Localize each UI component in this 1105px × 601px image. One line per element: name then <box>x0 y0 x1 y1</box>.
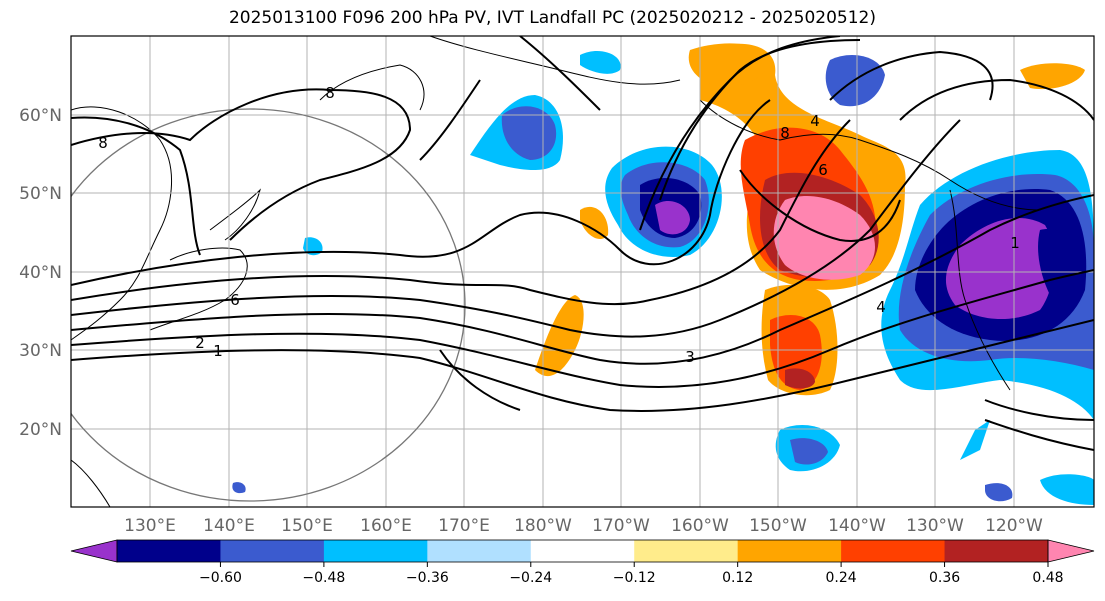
lon-labels: 130°E 140°E 150°E 160°E 170°E 180°W 170°… <box>124 516 1043 536</box>
colorbar-segment <box>323 540 428 562</box>
contour-label: 6 <box>818 161 828 179</box>
graticule <box>71 36 1094 507</box>
lon-label: 170°E <box>438 516 490 536</box>
colorbar-tick-label: −0.48 <box>302 570 345 586</box>
lon-label: 160°E <box>360 516 412 536</box>
pv-contours <box>71 36 1094 451</box>
colorbar: −0.60 −0.48 −0.36 −0.24 −0.12 0.12 0.24 0.36 0.4… <box>70 539 1095 586</box>
colorbar-segment <box>220 540 325 562</box>
map-panel: 8 8 6 2 1 3 4 8 4 6 1 <box>70 35 1095 508</box>
colorbar-tick-label: −0.36 <box>406 570 449 586</box>
contour-label: 2 <box>195 334 205 352</box>
colorbar-segment <box>944 540 1049 562</box>
contour-label: 1 <box>1010 234 1020 252</box>
map-frame <box>70 35 1095 508</box>
lon-label: 130°E <box>124 516 176 536</box>
colorbar-tick-label: −0.24 <box>509 570 552 586</box>
lon-label: 140°W <box>828 516 886 536</box>
coastlines <box>71 36 1041 507</box>
lat-label: 30°N <box>19 341 62 361</box>
colorbar-segment <box>737 540 842 562</box>
lon-label: 180°W <box>514 516 572 536</box>
contour-label: 4 <box>810 112 820 130</box>
colorbar-tick-label: 0.48 <box>1032 570 1063 586</box>
contour-label: 6 <box>230 291 240 309</box>
contour-label: 4 <box>876 298 886 316</box>
lon-label: 170°W <box>592 516 650 536</box>
contour-label: 3 <box>685 348 695 366</box>
colorbar-tick-label: 0.36 <box>929 570 960 586</box>
colorbar-tick-label: 0.12 <box>722 570 753 586</box>
lon-label: 120°W <box>985 516 1043 536</box>
colorbar-segment <box>530 540 635 562</box>
colorbar-segment <box>841 540 946 562</box>
contour-labels: 8 8 6 2 1 3 4 8 4 6 1 <box>98 84 1020 366</box>
colorbar-segment <box>427 540 532 562</box>
colorbar-extend-high <box>1047 539 1095 563</box>
contour-label: 8 <box>780 124 790 142</box>
contour-label: 8 <box>98 134 108 152</box>
lon-label: 150°E <box>281 516 333 536</box>
contour-label: 8 <box>325 84 335 102</box>
lon-label: 140°E <box>203 516 255 536</box>
pv-anomaly-shading <box>232 43 1094 505</box>
lat-label: 50°N <box>19 184 62 204</box>
lon-label: 160°W <box>671 516 729 536</box>
lon-label: 130°W <box>906 516 964 536</box>
colorbar-segment <box>634 540 739 562</box>
lat-labels: 60°N 50°N 40°N 30°N 20°N <box>19 106 62 440</box>
lat-label: 60°N <box>19 106 62 126</box>
contour-label: 1 <box>213 342 223 360</box>
colorbar-tick-label: −0.60 <box>199 570 242 586</box>
lon-label: 150°W <box>749 516 807 536</box>
region-circle <box>71 108 466 502</box>
map-title: 2025013100 F096 200 hPa PV, IVT Landfall… <box>228 8 876 28</box>
lat-label: 40°N <box>19 263 62 283</box>
colorbar-tick-label: 0.24 <box>826 570 857 586</box>
lat-label: 20°N <box>19 420 62 440</box>
colorbar-tick-label: −0.12 <box>613 570 656 586</box>
colorbar-frame <box>116 539 1049 563</box>
colorbar-segment <box>117 540 221 562</box>
colorbar-extend-low <box>70 539 118 563</box>
